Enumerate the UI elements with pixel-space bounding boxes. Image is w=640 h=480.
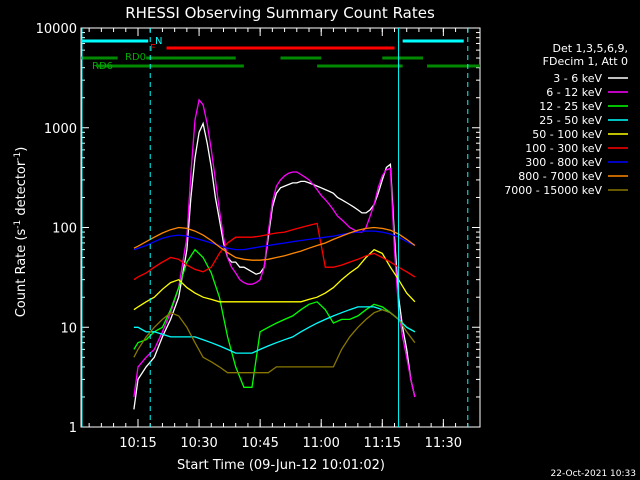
legend-label-2: 12 - 25 keV	[539, 100, 602, 113]
cyan-vertical-lines	[81, 28, 469, 427]
legend-label-0: 3 - 6 keV	[553, 72, 602, 85]
series-line-5	[133, 222, 416, 281]
flag-bars	[81, 39, 480, 68]
x-tick-label: 11:00	[302, 436, 339, 451]
legend-label-1: 6 - 12 keV	[546, 86, 602, 99]
series-line-3	[133, 306, 416, 354]
x-tick-label: 10:45	[241, 436, 278, 451]
series-line-1	[133, 98, 416, 398]
series-line-0	[133, 121, 416, 410]
axis-ticks: 1 10 100 1000 10000 10:15 10:30 10:45 11:00 11:15…	[36, 22, 480, 451]
legend-header-2: FDecim 1, Att 0	[543, 55, 628, 68]
legend-label-3: 25 - 50 keV	[539, 114, 602, 127]
y-tick-label: 1	[69, 421, 77, 436]
legend-label-7: 800 - 7000 keV	[518, 170, 602, 183]
y-tick-label: 100	[52, 222, 77, 237]
y-axis-label: Count Rate (s-1 detector-1)	[13, 147, 29, 318]
x-tick-label: 10:15	[119, 436, 156, 451]
legend: Det 1,3,5,6,9,FDecim 1, Att 0 3 - 6 keV6 …	[504, 42, 628, 197]
series-line-2	[133, 248, 416, 388]
series-line-4	[133, 248, 416, 311]
footer-date: 22-Oct-2021 10:33	[551, 469, 636, 479]
y-tick-label: 10	[60, 321, 77, 336]
flag-label-rd6: RD6	[92, 61, 113, 72]
flag-label-f: F	[150, 43, 156, 54]
legend-label-5: 100 - 300 keV	[525, 142, 602, 155]
series-line-8	[133, 309, 416, 374]
series-line-6	[133, 230, 416, 251]
legend-label-6: 300 - 800 keV	[525, 156, 602, 169]
x-tick-label: 10:30	[180, 436, 217, 451]
x-tick-label: 11:15	[364, 436, 401, 451]
series-line-7	[133, 226, 416, 261]
y-tick-label: 1000	[44, 122, 77, 137]
legend-label-8: 7000 - 15000 keV	[504, 184, 602, 197]
y-tick-label: 10000	[36, 22, 77, 37]
series-lines	[133, 98, 416, 410]
x-tick-label: 11:30	[425, 436, 462, 451]
x-axis-label: Start Time (09-Jun-12 10:01:02)	[177, 458, 385, 473]
legend-header-1: Det 1,3,5,6,9,	[552, 42, 628, 55]
flag-label-rd0: RD0	[125, 52, 146, 63]
chart-title: RHESSI Observing Summary Count Rates	[125, 4, 435, 22]
flag-label-n: N	[155, 36, 162, 47]
legend-label-4: 50 - 100 keV	[532, 128, 602, 141]
